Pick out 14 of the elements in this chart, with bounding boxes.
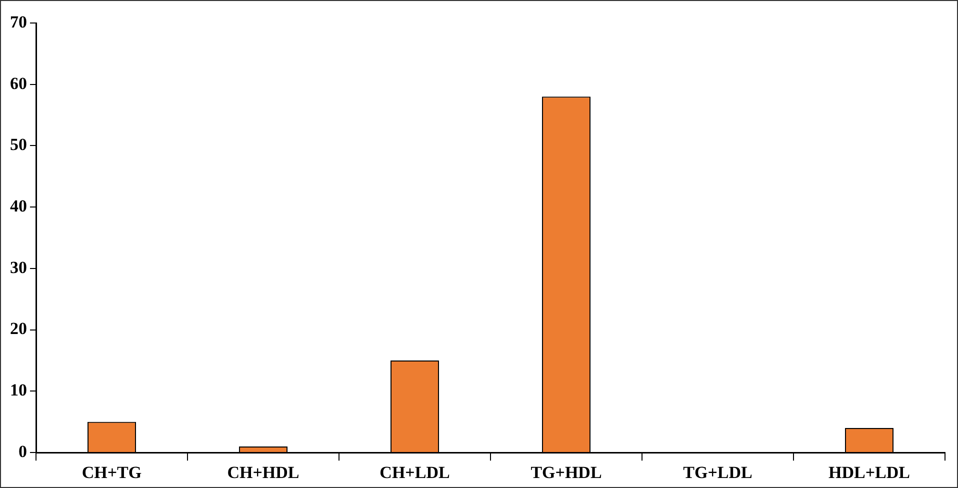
x-tick-label: TG+HDL	[530, 463, 602, 482]
x-tick-label: CH+TG	[82, 463, 142, 482]
y-tick-label: 50	[10, 135, 27, 154]
x-tick-label: CH+LDL	[380, 463, 450, 482]
y-tick-label: 70	[10, 12, 27, 32]
x-tick-label: TG+LDL	[683, 463, 752, 482]
y-tick-label: 0	[18, 442, 27, 461]
y-tick-label: 10	[10, 380, 27, 400]
y-tick-label: 40	[10, 196, 27, 216]
y-tick-label: 20	[10, 319, 27, 338]
y-tick-label: 60	[10, 74, 27, 93]
x-tick-label: CH+HDL	[227, 463, 300, 482]
x-tick-label: HDL+LDL	[828, 463, 910, 482]
y-tick-label: 30	[10, 258, 27, 277]
